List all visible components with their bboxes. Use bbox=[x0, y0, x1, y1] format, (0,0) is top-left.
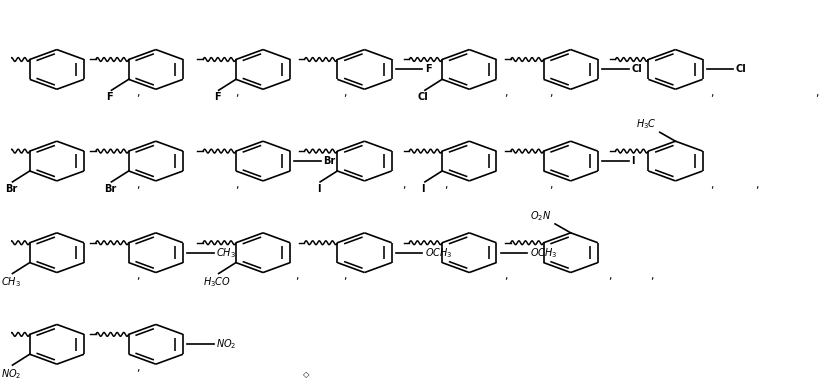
Text: ,: , bbox=[136, 180, 140, 190]
Text: ,: , bbox=[548, 88, 552, 98]
Text: ,: , bbox=[343, 88, 346, 98]
Text: ,: , bbox=[402, 180, 405, 190]
Text: ,: , bbox=[813, 88, 818, 98]
Text: ,: , bbox=[343, 271, 346, 281]
Text: ,: , bbox=[444, 180, 447, 190]
Text: F: F bbox=[106, 92, 113, 102]
Text: $NO_2$: $NO_2$ bbox=[1, 367, 21, 381]
Text: ,: , bbox=[650, 271, 653, 281]
Text: ,: , bbox=[548, 180, 552, 190]
Text: I: I bbox=[316, 184, 320, 194]
Text: $CH_3$: $CH_3$ bbox=[1, 275, 21, 289]
Text: $OCH_3$: $OCH_3$ bbox=[425, 246, 452, 259]
Text: $NO_2$: $NO_2$ bbox=[216, 337, 237, 351]
Text: ,: , bbox=[235, 180, 239, 190]
Text: Cl: Cl bbox=[630, 64, 641, 74]
Text: Br: Br bbox=[5, 184, 17, 194]
Text: $H_3CO$: $H_3CO$ bbox=[203, 275, 231, 289]
Text: ,: , bbox=[709, 88, 712, 98]
Text: $OCH_3$: $OCH_3$ bbox=[529, 246, 557, 259]
Text: $H_3C$: $H_3C$ bbox=[635, 117, 655, 131]
Text: ,: , bbox=[136, 88, 140, 98]
Text: Br: Br bbox=[324, 156, 335, 166]
Text: F: F bbox=[213, 92, 220, 102]
Text: ,: , bbox=[503, 271, 507, 281]
Text: ,: , bbox=[235, 88, 239, 98]
Text: ,: , bbox=[136, 271, 140, 281]
Text: ,: , bbox=[295, 271, 298, 281]
Text: Cl: Cl bbox=[735, 64, 746, 74]
Text: I: I bbox=[421, 184, 425, 194]
Text: ,: , bbox=[709, 180, 712, 190]
Text: Br: Br bbox=[104, 184, 115, 194]
Text: ◇: ◇ bbox=[303, 370, 309, 378]
Text: ,: , bbox=[754, 180, 757, 190]
Text: F: F bbox=[425, 64, 431, 74]
Text: $CH_3$: $CH_3$ bbox=[216, 246, 236, 259]
Text: Cl: Cl bbox=[417, 92, 428, 102]
Text: ,: , bbox=[503, 88, 507, 98]
Text: $O_2N$: $O_2N$ bbox=[530, 209, 551, 223]
Text: ,: , bbox=[608, 271, 611, 281]
Text: ,: , bbox=[136, 363, 140, 373]
Text: I: I bbox=[630, 156, 634, 166]
